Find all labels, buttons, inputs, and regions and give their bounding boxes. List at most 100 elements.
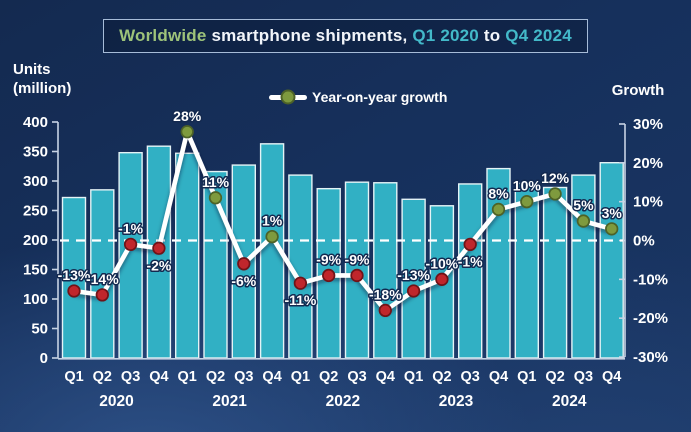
- x-axis-quarter-label: Q3: [461, 369, 480, 385]
- x-axis-quarter-label: Q2: [93, 369, 112, 385]
- bar-q1-2024: [514, 182, 539, 359]
- legend: Year-on-year growth: [269, 88, 447, 106]
- legend-label: Year-on-year growth: [312, 89, 448, 105]
- x-axis-quarter-label: Q1: [64, 369, 83, 385]
- left-axis-caption-line2: (million): [13, 80, 72, 97]
- right-axis-caption: Growth: [611, 82, 665, 99]
- x-axis-quarter-label: Q3: [574, 369, 593, 385]
- x-axis-quarter-label: Q4: [149, 369, 168, 385]
- growth-marker-q2-2020: [95, 288, 109, 302]
- growth-data-label: -2%: [146, 257, 171, 273]
- growth-marker-q1-2023: [406, 284, 421, 298]
- title-segment-worldwide: Worldwide: [119, 26, 207, 45]
- x-axis-quarter-label: Q4: [489, 369, 508, 385]
- left-axis-tick-label: 50: [31, 321, 48, 338]
- left-axis-caption-line1: Units: [13, 61, 51, 78]
- growth-marker-q2-2024: [548, 187, 562, 201]
- x-axis-year-label: 2024: [552, 393, 587, 410]
- growth-marker-q2-2021: [208, 191, 223, 205]
- x-axis-quarter-label: Q1: [404, 369, 423, 385]
- x-axis-quarter-label: Q4: [262, 369, 281, 385]
- growth-marker-q2-2022: [322, 268, 336, 283]
- growth-marker-q2-2023: [435, 272, 449, 286]
- x-axis-quarter-label: Q2: [319, 369, 338, 385]
- x-axis-quarter-label: Q3: [347, 369, 366, 385]
- title-segment-to: to: [478, 26, 506, 45]
- growth-data-label: -18%: [369, 286, 402, 302]
- bar-q1-2021: [174, 152, 200, 359]
- growth-marker-q4-2021: [265, 229, 279, 244]
- right-axis-tick-label: 30%: [633, 116, 663, 133]
- growth-data-label: 8%: [488, 185, 509, 201]
- x-axis-quarter-label: Q2: [545, 369, 564, 385]
- right-axis-tick-label: -20%: [633, 310, 668, 327]
- growth-marker-q3-2022: [350, 268, 364, 283]
- x-axis-year-label: 2023: [439, 393, 474, 410]
- growth-marker-q1-2022: [293, 276, 308, 290]
- right-axis-tick-label: -10%: [633, 271, 668, 288]
- growth-data-label: -14%: [86, 271, 119, 287]
- right-axis-tick-label: -30%: [633, 349, 668, 366]
- growth-marker-q4-2022: [378, 303, 392, 318]
- growth-marker-q1-2021: [180, 125, 194, 139]
- growth-marker-q1-2024: [520, 195, 534, 209]
- left-axis-tick-label: 300: [23, 173, 48, 190]
- bar-q2-2024: [542, 186, 568, 359]
- right-axis-tick-label: 0%: [633, 233, 655, 250]
- growth-data-label: 5%: [573, 197, 594, 213]
- right-axis-tick-label: 10%: [633, 194, 663, 211]
- x-axis-quarter-label: Q3: [121, 369, 140, 385]
- x-axis-quarter-label: Q1: [178, 369, 197, 385]
- growth-data-label: -6%: [231, 273, 256, 289]
- bar-q4-2022: [373, 182, 398, 359]
- left-axis-caption: Units (million): [13, 60, 71, 98]
- growth-data-label: -13%: [58, 267, 91, 283]
- bar-q3-2023: [458, 183, 483, 359]
- left-axis-tick-label: 350: [23, 144, 48, 161]
- title-segment-end-quarter: Q4 2024: [505, 26, 572, 45]
- right-axis-tick-label: 20%: [633, 155, 663, 172]
- growth-data-label: -1%: [458, 253, 483, 269]
- chart-title: Worldwide smartphone shipments, Q1 2020 …: [103, 19, 588, 53]
- growth-data-label: -1%: [118, 220, 143, 236]
- growth-data-label: 28%: [173, 108, 202, 124]
- left-axis-tick-label: 250: [23, 203, 48, 220]
- growth-data-label: -9%: [316, 251, 341, 267]
- growth-data-label: 3%: [602, 205, 623, 221]
- growth-marker-q3-2024: [576, 214, 591, 228]
- left-axis-tick-label: 100: [23, 291, 48, 308]
- left-axis-tick-label: 200: [23, 232, 48, 249]
- growth-marker-q4-2023: [491, 202, 506, 217]
- growth-data-label: 10%: [513, 178, 542, 194]
- growth-data-label: -10%: [426, 255, 459, 271]
- growth-data-label: -11%: [284, 292, 316, 308]
- growth-marker-q3-2020: [123, 237, 138, 252]
- growth-marker-q4-2020: [152, 241, 166, 255]
- x-axis-quarter-label: Q4: [602, 369, 621, 385]
- x-axis-quarter-label: Q1: [291, 369, 310, 385]
- growth-marker-q1-2020: [67, 284, 81, 298]
- x-axis-quarter-label: Q2: [206, 369, 225, 385]
- left-axis-tick-label: 150: [23, 262, 48, 279]
- left-axis-tick-label: 400: [23, 114, 48, 131]
- growth-marker-q4-2024: [605, 222, 619, 236]
- growth-data-label: 11%: [202, 174, 230, 190]
- bar-q4-2024: [599, 162, 624, 359]
- growth-marker-q3-2021: [237, 257, 251, 271]
- x-axis-quarter-label: Q1: [517, 369, 536, 385]
- x-axis-year-label: 2021: [212, 393, 247, 410]
- legend-dot-icon: [280, 89, 296, 105]
- growth-data-label: 12%: [541, 170, 570, 186]
- growth-data-label: -13%: [397, 267, 430, 283]
- title-segment-main: smartphone shipments,: [206, 26, 413, 45]
- x-axis-quarter-label: Q2: [432, 369, 451, 385]
- legend-line-marker-icon: [269, 89, 307, 105]
- x-axis-year-label: 2020: [99, 393, 133, 410]
- title-segment-start-quarter: Q1 2020: [412, 26, 479, 45]
- growth-marker-q3-2023: [463, 237, 477, 252]
- x-axis-year-label: 2022: [326, 393, 360, 410]
- x-axis-quarter-label: Q4: [376, 369, 395, 385]
- growth-data-label: 1%: [262, 213, 283, 229]
